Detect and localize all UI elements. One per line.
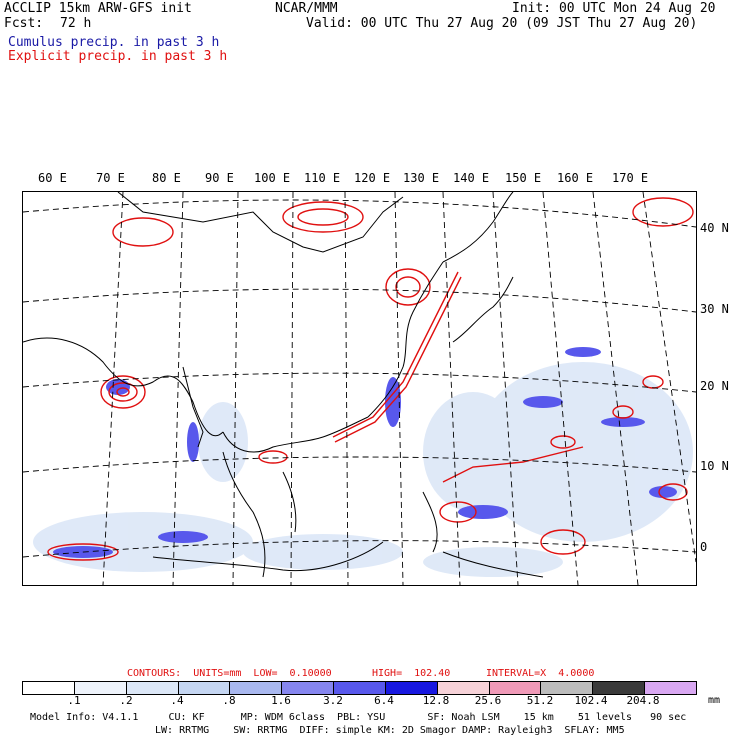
colorbar-tick: 6.4 — [374, 694, 394, 707]
lon-label: 120 E — [354, 171, 391, 185]
model-info-line1: Model Info: V4.1.1 CU: KF MP: WDM 6class… — [30, 712, 687, 723]
legend-explicit: Explicit precip. in past 3 h — [8, 49, 228, 64]
colorbar-swatch — [230, 682, 283, 694]
colorbar-swatch — [178, 682, 231, 694]
forecast-value: 72 h — [60, 16, 92, 31]
lat-label: 10 N — [700, 459, 729, 473]
lat-label: 30 N — [700, 302, 729, 316]
lat-lon-grid — [23, 192, 696, 585]
colorbar-tick: .1 — [67, 694, 81, 707]
lon-label: 80 E — [152, 171, 181, 185]
lon-label: 170 E — [612, 171, 649, 185]
model-info-line2: LW: RRTMG SW: RRTMG DIFF: simple KM: 2D … — [155, 725, 625, 736]
explicit-precip-contours — [47, 197, 694, 561]
colorbar-swatch — [282, 682, 335, 694]
colorbar-swatch — [593, 682, 646, 694]
lon-label: 150 E — [505, 171, 542, 185]
colorbar-tick: 3.2 — [323, 694, 343, 707]
colorbar-tick: 25.6 — [474, 694, 502, 707]
lon-label: 60 E — [38, 171, 67, 185]
colorbar-tick: 102.4 — [574, 694, 608, 707]
lon-label: 100 E — [254, 171, 291, 185]
lon-label: 140 E — [453, 171, 490, 185]
contour-high: HIGH= 102.40 — [372, 668, 451, 679]
lon-label: 130 E — [403, 171, 440, 185]
valid-time: Valid: 00 UTC Thu 27 Aug 20 (09 JST Thu … — [306, 16, 698, 31]
colorbar-swatch — [541, 682, 594, 694]
model-title: ACCLIP 15km ARW-GFS init — [4, 1, 192, 16]
colorbar-swatch — [126, 682, 179, 694]
lat-label: 40 N — [700, 221, 729, 235]
colorbar-swatch — [489, 682, 542, 694]
colorbar-units: mm — [708, 695, 721, 706]
lat-label: 20 N — [700, 379, 729, 393]
colorbar-tick: 1.6 — [271, 694, 291, 707]
colorbar-swatch — [334, 682, 386, 694]
colorbar-swatch — [23, 682, 75, 694]
lon-label: 90 E — [205, 171, 234, 185]
lon-label: 110 E — [304, 171, 341, 185]
colorbar-tick: 204.8 — [626, 694, 660, 707]
forecast-label: Fcst: — [4, 16, 44, 31]
colorbar-tick: .2 — [119, 694, 133, 707]
colorbar-tick: 12.8 — [422, 694, 450, 707]
init-time: Init: 00 UTC Mon 24 Aug 20 — [512, 1, 716, 16]
colorbar-tick: .8 — [222, 694, 236, 707]
map-canvas — [23, 192, 696, 585]
colorbar-swatch — [437, 682, 490, 694]
precip-map — [22, 191, 697, 586]
coastlines — [23, 192, 544, 578]
source-label: NCAR/MMM — [275, 1, 338, 16]
lon-label: 70 E — [96, 171, 125, 185]
lat-label: 0 — [700, 540, 708, 554]
contour-units: CONTOURS: UNITS=mm LOW= 0.10000 — [127, 668, 332, 679]
lon-label: 160 E — [557, 171, 594, 185]
contour-interval: INTERVAL=X 4.0000 — [486, 668, 595, 679]
colorbar — [22, 681, 697, 695]
colorbar-tick: .4 — [170, 694, 184, 707]
cumulus-light-shading — [33, 362, 693, 577]
colorbar-swatch — [74, 682, 127, 694]
colorbar-swatch — [645, 682, 696, 694]
legend-cumulus: Cumulus precip. in past 3 h — [8, 35, 220, 50]
colorbar-tick: 51.2 — [526, 694, 554, 707]
colorbar-swatch — [385, 682, 438, 694]
